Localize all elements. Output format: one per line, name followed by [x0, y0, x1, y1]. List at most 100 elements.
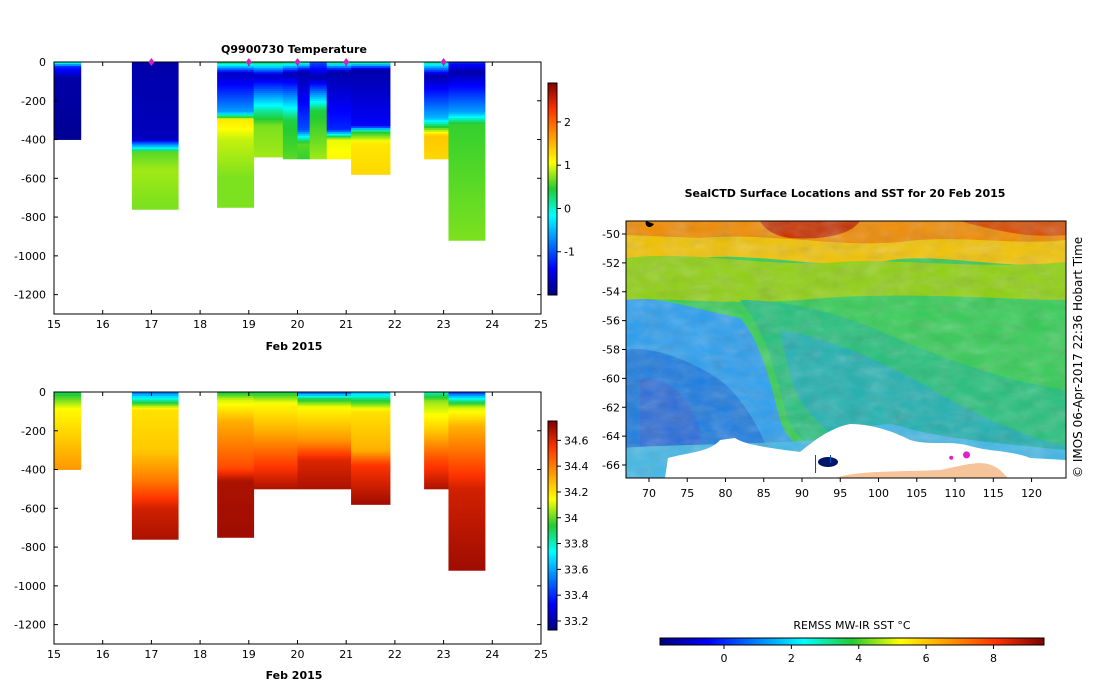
profile-column: [253, 392, 298, 490]
heatmap-cell: [131, 461, 179, 465]
heatmap-cell: [424, 446, 449, 449]
heatmap-cell: [217, 81, 255, 84]
heatmap-cell: [217, 423, 255, 426]
heatmap-cell: [351, 467, 391, 470]
heatmap-cell: [448, 234, 486, 237]
heatmap-cell: [424, 155, 449, 158]
heatmap-cell: [217, 444, 255, 447]
profile-column: [282, 62, 298, 160]
heatmap-cell: [448, 496, 486, 500]
colorbar-tick-label: 34.6: [564, 434, 589, 447]
heatmap-cell: [282, 77, 298, 80]
heatmap-cell: [326, 133, 352, 137]
heatmap-cell: [297, 106, 311, 109]
heatmap-cell: [282, 129, 298, 133]
heatmap-cell: [217, 498, 255, 501]
heatmap-cell: [282, 73, 298, 76]
heatmap-cell: [351, 428, 391, 432]
heatmap-cell: [131, 112, 179, 115]
heatmap-cell: [282, 114, 298, 117]
heatmap-cell: [326, 96, 352, 100]
heatmap-cell: [217, 494, 255, 498]
sst-colorbar-label: REMSS MW-IR SST °C: [793, 619, 911, 632]
heatmap-cell: [424, 147, 449, 150]
profile-column: [309, 62, 328, 160]
heatmap-cell: [131, 434, 179, 437]
heatmap-cell: [351, 79, 391, 82]
lon-tick-label: 75: [680, 487, 694, 500]
heatmap-cell: [282, 69, 298, 73]
heatmap-cell: [424, 397, 449, 401]
heatmap-cell: [351, 397, 391, 401]
heatmap-cell: [282, 139, 298, 142]
heatmap-cell: [282, 94, 298, 98]
heatmap-cell: [282, 145, 298, 148]
heatmap-cell: [309, 96, 328, 100]
y-tick-label: -1000: [14, 250, 46, 263]
heatmap-cell: [424, 118, 449, 121]
heatmap-cell: [54, 81, 82, 84]
heatmap-cell: [54, 465, 82, 468]
heatmap-cell: [131, 193, 179, 197]
heatmap-cell: [253, 155, 284, 158]
heatmap-cell: [54, 131, 82, 135]
heatmap-cell: [326, 114, 352, 117]
heatmap-cell: [424, 392, 449, 395]
heatmap-cell: [309, 129, 328, 133]
heatmap-cell: [326, 127, 352, 131]
heatmap-cell: [253, 475, 298, 478]
heatmap-cell: [351, 160, 391, 164]
heatmap-cell: [448, 457, 486, 461]
heatmap-cell: [448, 444, 486, 447]
heatmap-cell: [351, 162, 391, 166]
heatmap-cell: [253, 141, 284, 144]
heatmap-cell: [448, 506, 486, 509]
heatmap-cell: [54, 124, 82, 127]
heatmap-cell: [297, 424, 352, 428]
heatmap-cell: [297, 452, 352, 455]
heatmap-cell: [309, 67, 328, 71]
heatmap-cell: [448, 83, 486, 86]
heatmap-cell: [253, 62, 284, 65]
heatmap-cell: [326, 122, 352, 125]
heatmap-cell: [253, 438, 298, 441]
heatmap-cell: [253, 428, 298, 432]
heatmap-cell: [54, 62, 82, 65]
heatmap-cell: [448, 211, 486, 214]
heatmap-cell: [448, 477, 486, 480]
heatmap-cell: [297, 62, 311, 65]
heatmap-cell: [351, 62, 391, 65]
heatmap-cell: [351, 455, 391, 459]
heatmap-cell: [282, 155, 298, 158]
heatmap-cell: [326, 137, 352, 140]
heatmap-cell: [448, 552, 486, 556]
heatmap-cell: [217, 432, 255, 436]
heatmap-cell: [297, 403, 352, 406]
heatmap-cell: [424, 401, 449, 405]
heatmap-cell: [297, 156, 311, 160]
heatmap-cell: [217, 137, 255, 140]
heatmap-cell: [297, 467, 352, 470]
heatmap-cell: [448, 191, 486, 195]
heatmap-cell: [282, 63, 298, 67]
heatmap-cell: [131, 519, 179, 523]
heatmap-cell: [54, 417, 82, 420]
heatmap-cell: [217, 139, 255, 142]
heatmap-cell: [351, 149, 391, 152]
heatmap-cell: [424, 442, 449, 445]
heatmap-cell: [309, 124, 328, 127]
heatmap-cell: [282, 149, 298, 152]
heatmap-cell: [253, 98, 284, 102]
lat-tick-label: -64: [602, 430, 620, 443]
heatmap-cell: [253, 477, 298, 480]
heatmap-cell: [131, 486, 179, 490]
heatmap-cell: [217, 170, 255, 173]
heatmap-cell: [424, 116, 449, 119]
heatmap-cell: [131, 444, 179, 447]
heatmap-cell: [217, 158, 255, 162]
heatmap-cell: [131, 191, 179, 195]
heatmap-cell: [253, 79, 284, 82]
heatmap-cell: [424, 411, 449, 414]
heatmap-cell: [424, 475, 449, 478]
heatmap-cell: [351, 156, 391, 160]
